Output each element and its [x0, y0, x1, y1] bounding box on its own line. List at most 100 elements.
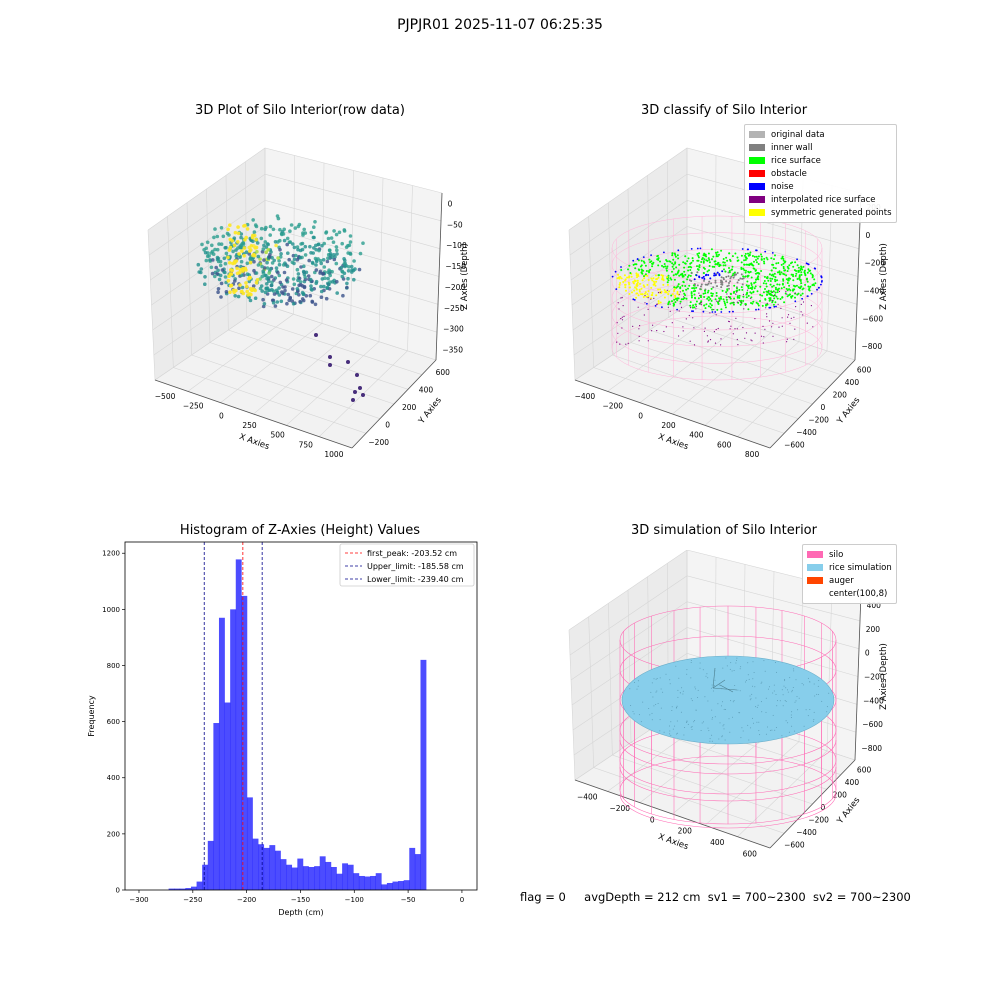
- p2-point: [743, 269, 746, 272]
- p2-point: [765, 303, 768, 306]
- p4-rice-texture: [629, 657, 830, 742]
- p2-point: [715, 263, 717, 266]
- p2-point: [780, 271, 783, 274]
- p2-point: [666, 265, 669, 268]
- p1-point: [277, 273, 282, 278]
- p4-rice-dot: [676, 705, 678, 707]
- p2-point: [728, 271, 731, 274]
- p2-interp-point: [772, 291, 774, 293]
- p4-rice-dot: [756, 706, 758, 708]
- histogram-bar: [241, 595, 248, 890]
- p2-point: [651, 294, 654, 296]
- p2-point: [646, 293, 649, 296]
- p1-point: [316, 242, 321, 247]
- p2-interp-point: [682, 326, 684, 328]
- p1-x-tick: 500: [270, 431, 285, 440]
- p1-point: [330, 280, 335, 284]
- p2-point: [696, 284, 699, 287]
- p2-point: [663, 263, 666, 265]
- p1-point: [319, 284, 323, 289]
- p2-interp-point: [728, 321, 730, 323]
- p1-point: [313, 302, 318, 307]
- p4-rice-dot: [660, 707, 662, 709]
- p1-point: [217, 242, 221, 246]
- p2-point: [792, 288, 795, 291]
- p2-point: [743, 263, 746, 266]
- p2-point: [677, 269, 680, 272]
- p2-interp-point: [700, 302, 702, 304]
- p2-point: [728, 282, 730, 284]
- p2-interp-point: [616, 341, 618, 343]
- p2-point: [809, 285, 812, 288]
- legend-swatch: [749, 183, 765, 190]
- p1-peak-point: [243, 238, 247, 242]
- histogram-bar: [302, 866, 309, 890]
- p1-outlier-point: [358, 386, 362, 390]
- p2-point: [702, 261, 705, 264]
- p1-point: [331, 240, 336, 244]
- p2-interp-point: [736, 338, 738, 341]
- p1-point: [219, 242, 224, 246]
- p1-point: [308, 293, 313, 298]
- p2-point: [692, 290, 695, 293]
- p4-y-label: Y Axies: [835, 795, 863, 827]
- p1-point: [264, 286, 269, 291]
- p2-point: [677, 257, 680, 260]
- p2-point: [706, 297, 709, 300]
- p2-point: [628, 293, 631, 295]
- p1-point: [291, 301, 296, 306]
- p2-interp-point: [726, 293, 728, 295]
- p2-point: [776, 297, 779, 300]
- p2-point: [691, 257, 694, 260]
- p1-point: [339, 265, 344, 270]
- p4-rice-dot: [782, 705, 784, 707]
- p4-rice-dot: [636, 688, 638, 690]
- p1-peak-point: [242, 246, 247, 250]
- p2-interp-point: [632, 325, 634, 327]
- p4-rice-dot: [741, 727, 743, 729]
- p4-rice-dot: [709, 740, 711, 742]
- p2-interp-point: [768, 290, 770, 292]
- p4-rice-dot: [711, 684, 713, 686]
- p4-rice-dot: [763, 660, 765, 662]
- p4-rice-dot: [742, 730, 744, 732]
- p1-point: [265, 266, 270, 270]
- p4-rice-dot: [657, 703, 659, 704]
- p2-point: [642, 269, 645, 272]
- p4-rice-dot: [775, 727, 777, 728]
- p1-point: [263, 240, 268, 244]
- p1-point: [313, 220, 317, 224]
- p1-point: [342, 228, 347, 232]
- p2-point: [787, 279, 790, 282]
- p1-point: [259, 226, 264, 231]
- p4-z-axis-line: [854, 592, 862, 761]
- p2-point: [789, 262, 792, 265]
- p2-point: [775, 295, 778, 298]
- p2-point: [693, 306, 696, 309]
- p1-point: [326, 236, 331, 241]
- p1-point: [348, 252, 353, 256]
- p4-rice-dot: [694, 686, 696, 688]
- p2-point: [796, 278, 799, 280]
- p2-point: [769, 280, 772, 282]
- p2-point: [713, 272, 716, 275]
- histogram-bar: [353, 873, 360, 890]
- y-tick-label: 200: [107, 830, 120, 838]
- p2-point: [632, 282, 635, 285]
- histogram-bar: [168, 888, 175, 890]
- p2-point: [725, 275, 728, 278]
- p2-point: [744, 254, 746, 257]
- p2-interp-point: [619, 343, 621, 345]
- p2-interp-point: [720, 344, 722, 346]
- p4-rice-dot: [772, 714, 774, 716]
- p2-point: [677, 297, 680, 300]
- p2-point: [769, 277, 772, 280]
- p1-point: [204, 246, 208, 251]
- p2-point: [776, 283, 779, 286]
- p1-point: [221, 234, 226, 239]
- p1-point: [271, 227, 276, 232]
- p1-point: [276, 240, 280, 244]
- p1-peak-point: [231, 288, 236, 293]
- p2-y-tick: 200: [833, 390, 848, 399]
- p1-point: [334, 261, 339, 266]
